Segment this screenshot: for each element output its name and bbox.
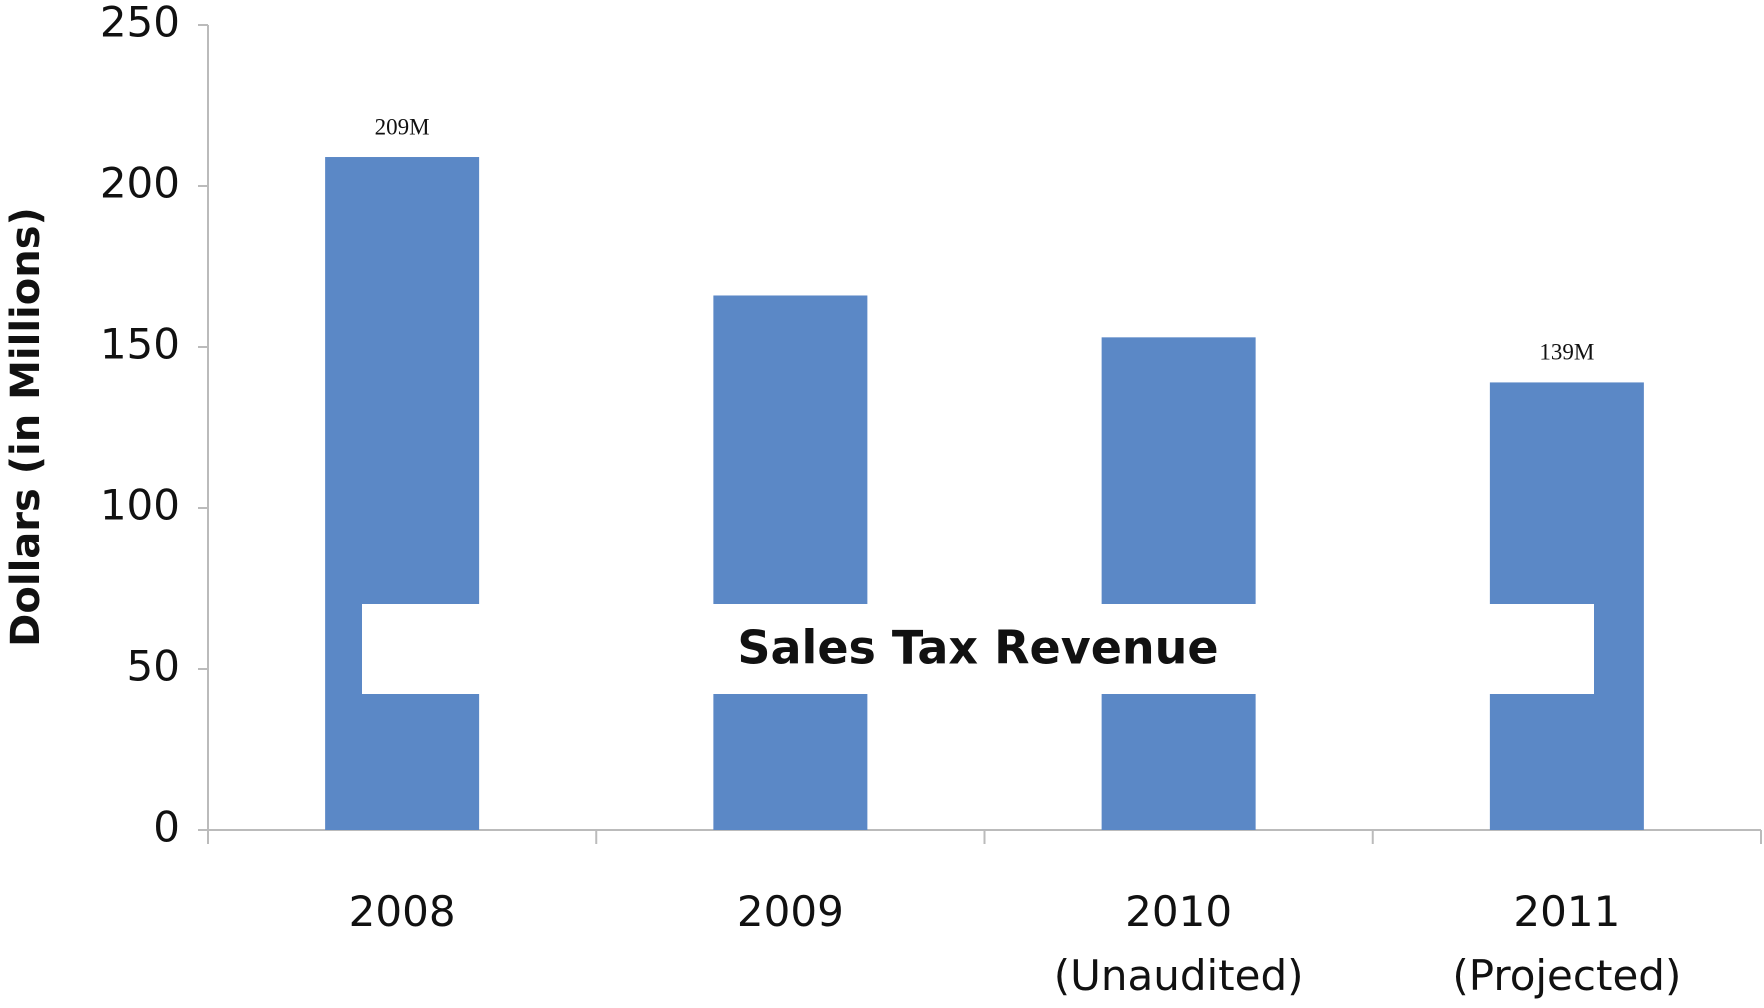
y-tick-label: 250 <box>100 0 180 47</box>
x-tick-label: 2010 (Unaudited) <box>1053 887 1304 1000</box>
bar <box>713 295 868 831</box>
x-tick-label: 2008 <box>348 887 456 936</box>
value-label: 139M <box>1539 340 1594 365</box>
y-tick-label: 0 <box>153 803 180 852</box>
chart-title: Sales Tax Revenue <box>737 621 1218 675</box>
y-tick-label: 50 <box>127 642 180 691</box>
y-axis-label: Dollars (in Millions) <box>3 207 49 647</box>
x-tick-label: 2009 <box>736 887 844 936</box>
title-box <box>362 604 1594 694</box>
y-tick-label: 150 <box>100 320 180 369</box>
x-tick-label: 2011 (Projected) <box>1452 887 1682 1000</box>
y-tick-label: 200 <box>100 159 180 208</box>
bar <box>325 157 480 830</box>
value-label: 209M <box>375 114 430 139</box>
bar <box>1101 337 1256 830</box>
y-tick-label: 100 <box>100 481 180 530</box>
